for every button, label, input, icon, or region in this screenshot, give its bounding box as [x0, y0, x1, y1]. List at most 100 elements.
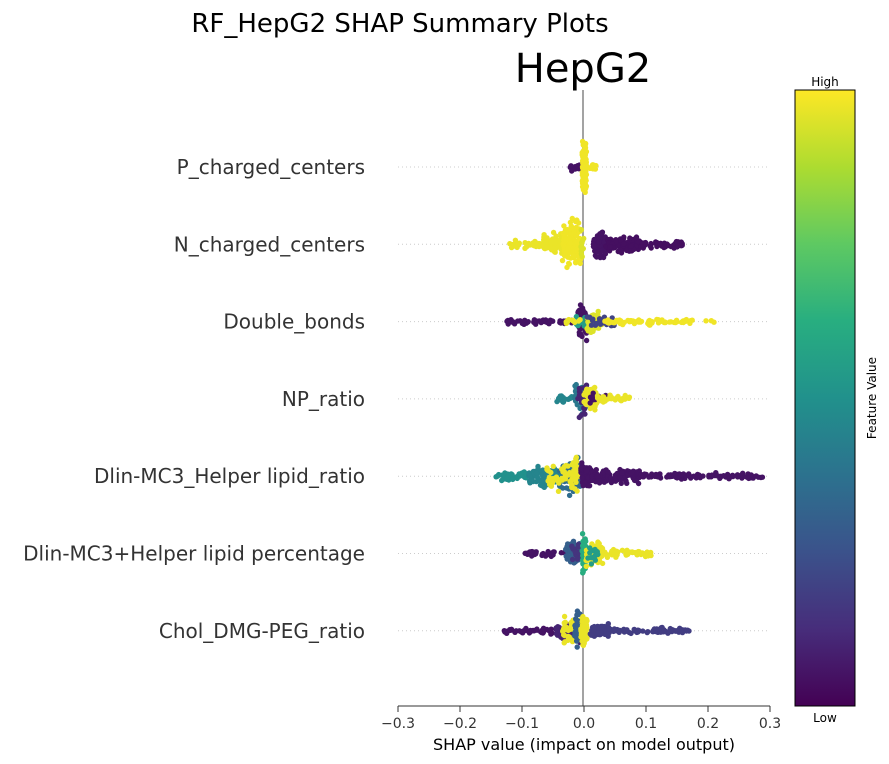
feature-label: Dlin-MC3_Helper lipid_ratio: [94, 464, 365, 488]
shap-point: [583, 337, 590, 344]
shap-point: [561, 230, 567, 237]
shap-point: [586, 483, 592, 489]
shap-point: [627, 235, 633, 241]
shap-point: [523, 244, 530, 250]
shap-point: [588, 632, 595, 638]
shap-point: [587, 545, 593, 551]
shap-point: [595, 312, 601, 318]
shap-point: [605, 469, 611, 475]
x-tick-label: 0.3: [759, 716, 781, 732]
shap-point: [603, 244, 609, 250]
shap-point: [578, 331, 584, 337]
shap-point: [647, 243, 653, 249]
shap-point: [516, 240, 522, 246]
shap-point: [608, 475, 614, 481]
shap-point: [633, 478, 640, 484]
shap-point: [629, 549, 635, 555]
colorbar-low-label: Low: [813, 711, 837, 725]
shap-point: [582, 156, 588, 162]
shap-point: [601, 479, 607, 485]
shap-point: [574, 464, 580, 470]
shap-point: [573, 381, 579, 388]
shap-point: [553, 631, 560, 637]
shap-point: [574, 402, 580, 408]
shap-point: [510, 319, 516, 325]
shap-point: [588, 561, 595, 567]
shap-point: [666, 474, 672, 480]
x-tick-label: 0.1: [635, 716, 657, 732]
x-tick-label: −0.1: [505, 716, 539, 732]
shap-point: [522, 317, 528, 323]
shap-point: [580, 482, 586, 489]
shap-point: [614, 470, 620, 477]
shap-point: [535, 477, 542, 484]
shap-point: [608, 479, 615, 486]
shap-point: [573, 313, 580, 320]
shap-point: [546, 319, 553, 325]
shap-point: [668, 319, 674, 325]
shap-point: [558, 320, 564, 326]
shap-point: [539, 551, 546, 557]
x-axis: −0.3 −0.2 −0.1 0.0 0.1 0.2 0.3 SHAP value (imp…: [381, 705, 781, 754]
shap-point: [623, 628, 629, 634]
shap-point: [578, 634, 584, 640]
shap-point: [569, 556, 576, 563]
shap-point: [583, 185, 589, 191]
shap-point: [528, 242, 534, 248]
shap-point: [660, 627, 667, 633]
shap-point: [644, 629, 650, 636]
shap-point: [602, 251, 609, 257]
shap-point: [581, 392, 587, 398]
shap-point: [688, 475, 694, 481]
shap-point: [714, 473, 721, 479]
shap-point: [548, 246, 554, 252]
shap-point: [628, 243, 634, 249]
shap-point: [612, 397, 618, 403]
shap-point: [596, 316, 603, 322]
feature-row-points: [522, 531, 654, 576]
shap-point: [541, 484, 547, 490]
shap-point: [602, 549, 608, 555]
feature-row-points: [554, 381, 633, 421]
shap-point: [593, 320, 599, 327]
shap-point: [589, 541, 595, 547]
shap-point: [508, 471, 514, 477]
shap-point: [553, 625, 560, 631]
colorbar-gradient: [794, 89, 856, 707]
x-tick-label: 0.0: [573, 716, 595, 732]
shap-point: [565, 245, 571, 252]
shap-point: [590, 390, 596, 396]
shap-point: [581, 627, 587, 633]
x-ticks: −0.3 −0.2 −0.1 0.0 0.1 0.2 0.3: [381, 706, 781, 732]
shap-point: [572, 486, 578, 492]
x-tick-label: −0.2: [443, 716, 477, 732]
x-axis-label: SHAP value (impact on model output): [433, 735, 735, 754]
shap-point: [512, 237, 519, 243]
shap-point: [595, 395, 601, 401]
feature-label: P_charged_centers: [177, 155, 365, 179]
shap-point: [551, 549, 557, 555]
shap-point: [648, 549, 654, 556]
shap-point: [592, 166, 599, 172]
shap-point: [649, 319, 655, 325]
feature-row-points: [501, 608, 692, 650]
shap-point: [721, 473, 727, 479]
shap-point: [544, 466, 550, 473]
shap-point: [635, 239, 642, 245]
shap-point: [548, 469, 554, 476]
feature-row-points: [507, 215, 685, 271]
x-tick-label: −0.3: [381, 716, 415, 732]
shap-point: [520, 628, 526, 635]
shap-point: [610, 628, 617, 635]
shap-point: [602, 398, 608, 404]
shap-point: [657, 241, 663, 247]
shap-point: [583, 563, 589, 569]
shap-point: [596, 480, 603, 486]
shap-point: [575, 544, 581, 550]
shap-point: [568, 163, 574, 169]
shap-point: [533, 551, 539, 557]
shap-point: [613, 548, 620, 554]
shap-point: [708, 318, 714, 324]
feature-label: Dlin-MC3+Helper lipid percentage: [23, 542, 365, 566]
shap-point: [580, 245, 586, 252]
